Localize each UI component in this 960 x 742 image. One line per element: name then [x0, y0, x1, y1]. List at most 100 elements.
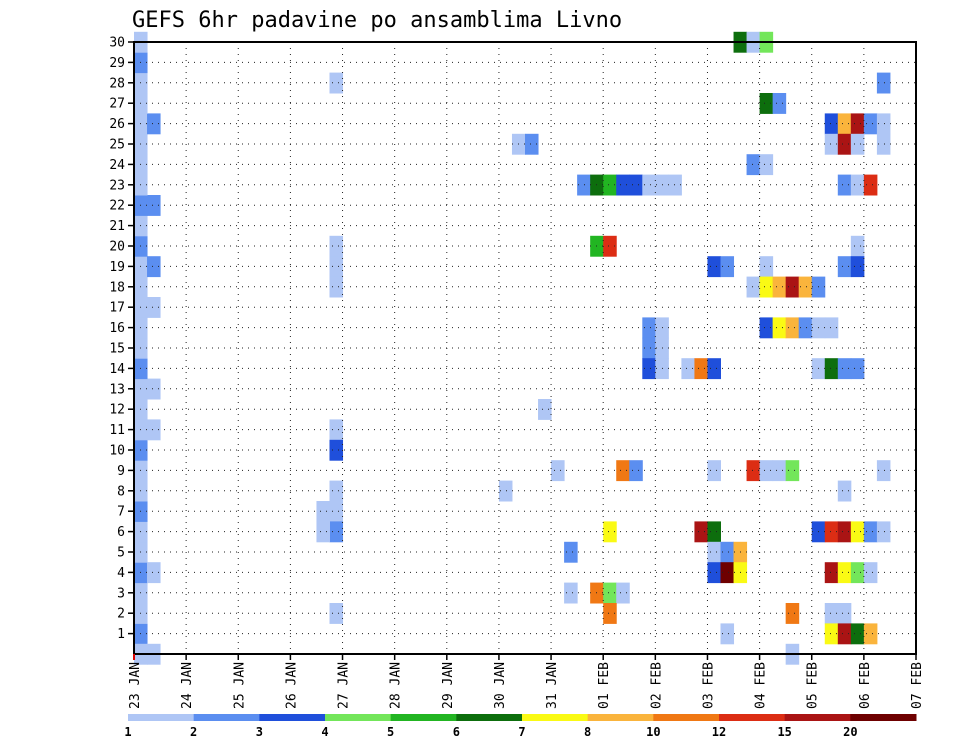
y-tick-label: 18: [109, 280, 125, 295]
precip-cell: [681, 358, 695, 380]
precip-cell: [720, 256, 735, 278]
precip-cell: [147, 113, 161, 135]
y-tick-label: 25: [109, 138, 125, 153]
colorbar-swatch: [653, 714, 720, 721]
precip-cell: [720, 562, 735, 584]
precip-cell: [824, 521, 839, 543]
precip-cell: [147, 297, 161, 318]
precip-cell: [147, 378, 161, 400]
colorbar-label: 8: [584, 725, 591, 739]
precip-cell: [850, 256, 865, 278]
x-tick-label: 27 JAN: [337, 662, 352, 709]
precip-cell: [603, 521, 617, 543]
precip-cell: [837, 562, 852, 584]
precip-cell: [759, 460, 774, 482]
precip-cell: [772, 276, 787, 298]
x-tick-label: 02 FEB: [649, 662, 664, 709]
colorbar-swatch: [128, 714, 195, 721]
x-tick-label: 24 JAN: [180, 662, 195, 709]
colorbar-swatch: [719, 714, 786, 721]
colorbar-swatch: [390, 714, 457, 721]
precip-cell: [785, 460, 800, 482]
colorbar-label: 15: [777, 725, 791, 739]
dotted-grid: [134, 42, 916, 654]
precip-cell: [564, 541, 578, 563]
precip-cell: [759, 256, 774, 278]
y-tick-label: 28: [109, 76, 125, 91]
precip-cell: [603, 235, 617, 257]
x-tick-label: 06 FEB: [858, 662, 873, 709]
colorbar-swatch: [587, 714, 654, 721]
colorbar-label: 1: [124, 725, 131, 739]
precip-cell: [850, 358, 865, 380]
colorbar-label: 12: [712, 725, 726, 739]
precip-cell: [577, 174, 591, 196]
precip-cell: [876, 72, 891, 94]
precip-cell: [876, 521, 891, 543]
precip-cell: [863, 562, 878, 584]
precip-cell: [551, 460, 565, 482]
y-tick-label: 11: [109, 423, 125, 438]
precip-cell: [850, 562, 865, 584]
x-tick-label: 25 JAN: [232, 662, 247, 709]
precip-cell: [824, 603, 839, 624]
y-tick-label: 22: [109, 199, 125, 214]
precip-cell: [629, 174, 643, 196]
colorbar-label: 7: [518, 725, 525, 739]
chart-title: GEFS 6hr padavine po ansamblima Livno: [132, 8, 622, 33]
y-tick-label: 17: [109, 301, 125, 316]
colorbar-label: 10: [646, 725, 660, 739]
precip-cell: [824, 623, 839, 645]
y-tick-label: 5: [117, 546, 125, 561]
precip-cell: [772, 460, 787, 482]
y-tick-label: 15: [109, 342, 125, 357]
precip-cell: [642, 317, 656, 339]
precip-cell: [707, 541, 721, 563]
y-tick-label: 9: [117, 464, 125, 479]
colorbar-swatch: [784, 714, 851, 721]
y-tick-label: 30: [109, 36, 125, 51]
colorbar-label: 20: [843, 725, 857, 739]
precip-cell: [837, 603, 852, 624]
precip-cell: [746, 154, 761, 176]
precip-cell: [824, 133, 839, 155]
precip-cell: [707, 521, 721, 543]
precip-cell: [837, 113, 852, 135]
x-axis-ticks: 23 JAN 24 JAN 25 JAN 26 JAN 27 JAN 28 JAN 29 J…: [128, 654, 925, 709]
colorbar-swatch: [850, 714, 917, 721]
precip-cell: [850, 174, 865, 196]
x-tick-label: 29 JAN: [441, 662, 456, 709]
precip-cell: [329, 480, 344, 502]
precip-cell: [329, 276, 344, 298]
precip-cell: [876, 133, 891, 155]
precip-cell: [147, 419, 161, 441]
x-tick-label: 30 JAN: [493, 662, 508, 709]
precip-cell: [863, 113, 878, 135]
precip-cell: [824, 562, 839, 584]
y-tick-label: 26: [109, 117, 125, 132]
y-tick-label: 12: [109, 403, 125, 418]
precip-cell: [316, 501, 330, 522]
precip-cell: [329, 72, 344, 94]
y-tick-label: 23: [109, 178, 125, 193]
x-tick-label: 03 FEB: [701, 662, 716, 709]
precip-cell: [772, 317, 787, 339]
precip-cell: [772, 93, 787, 114]
precip-cell: [329, 256, 344, 278]
y-tick-label: 19: [109, 260, 125, 275]
precip-cell: [759, 154, 774, 176]
precip-cell: [603, 582, 617, 604]
precip-cell: [694, 521, 708, 543]
precip-cell: [707, 562, 721, 584]
precip-cell: [564, 582, 578, 604]
precip-cell: [329, 603, 344, 624]
colorbar-swatch: [259, 714, 326, 721]
precip-cell: [746, 460, 761, 482]
y-tick-label: 27: [109, 97, 125, 112]
y-tick-label: 29: [109, 56, 125, 71]
precip-cell: [329, 235, 344, 257]
precip-cell: [329, 439, 344, 461]
y-tick-label: 1: [117, 627, 125, 642]
precip-cell: [837, 358, 852, 380]
